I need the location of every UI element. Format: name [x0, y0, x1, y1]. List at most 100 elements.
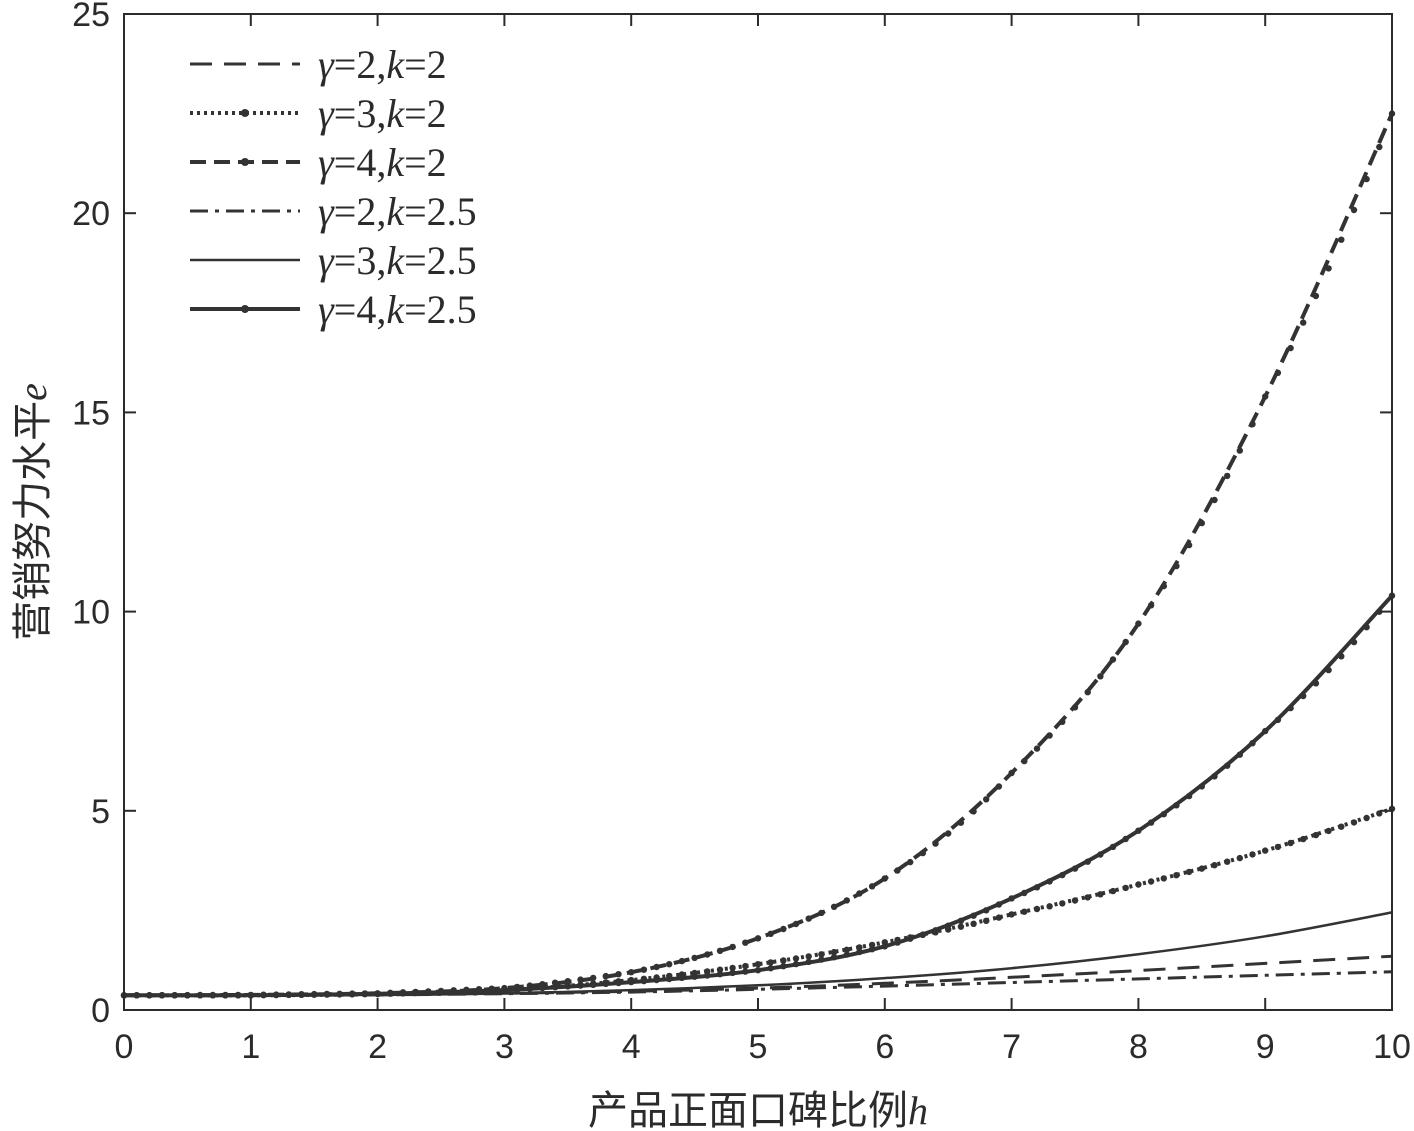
y-tick-label: 15: [72, 394, 110, 432]
data-point: [868, 883, 876, 890]
data-point: [1350, 638, 1358, 646]
legend-label: γ=2,k=2.5: [318, 189, 477, 234]
data-point: [843, 897, 850, 904]
data-point: [704, 972, 711, 979]
data-point: [767, 965, 774, 972]
data-point: [1350, 206, 1358, 214]
data-point: [513, 986, 521, 993]
data-point: [1224, 858, 1231, 865]
data-point: [666, 961, 673, 968]
series-6: [120, 592, 1396, 999]
data-point: [564, 983, 571, 990]
data-point: [742, 939, 749, 946]
data-point: [767, 959, 774, 966]
data-point: [919, 849, 926, 857]
legend-label: γ=3,k=2.5: [318, 238, 477, 283]
data-point: [830, 948, 838, 956]
data-point: [716, 947, 724, 954]
data-point: [146, 992, 153, 999]
data-point: [1185, 792, 1193, 800]
data-point: [1262, 847, 1269, 854]
data-point: [754, 935, 762, 942]
data-point: [1224, 472, 1231, 480]
data-point: [1033, 745, 1041, 752]
data-point: [1300, 319, 1307, 326]
data-point: [628, 978, 635, 986]
data-point: [742, 962, 749, 970]
data-point: [1147, 602, 1155, 609]
data-point: [995, 901, 1003, 908]
data-point: [881, 943, 888, 950]
data-point: [602, 980, 609, 988]
data-point: [894, 867, 901, 874]
legend-marker: [241, 109, 249, 117]
data-point: [780, 957, 787, 964]
x-tick-label: 4: [622, 1028, 641, 1066]
data-point: [1173, 872, 1180, 879]
data-point: [1287, 344, 1294, 352]
data-point: [1147, 819, 1155, 826]
data-point: [1084, 858, 1091, 865]
data-point: [704, 951, 711, 958]
x-tick-label: 7: [1002, 1028, 1021, 1066]
data-point: [1376, 608, 1383, 615]
data-point: [1325, 666, 1332, 674]
legend-label: γ=3,k=2: [318, 91, 447, 136]
data-point: [234, 992, 242, 999]
data-point: [1274, 716, 1282, 724]
legend: γ=2,k=2γ=3,k=2γ=4,k=2γ=2,k=2.5γ=3,k=2.5γ…: [190, 42, 477, 332]
data-point: [818, 951, 825, 958]
data-point: [1008, 911, 1015, 918]
data-point: [564, 978, 571, 985]
data-point: [957, 923, 965, 930]
data-point: [868, 946, 876, 953]
data-point: [1109, 656, 1117, 663]
x-axis-title: 产品正面口碑比例h: [588, 1088, 928, 1131]
data-point: [133, 992, 140, 999]
data-point: [666, 975, 673, 983]
data-point: [1185, 541, 1193, 549]
data-point: [932, 927, 939, 934]
data-point: [1338, 236, 1345, 243]
data-point: [780, 963, 787, 970]
data-point: [691, 973, 698, 980]
data-point: [995, 783, 1003, 790]
data-point: [1046, 878, 1053, 885]
data-point: [856, 890, 863, 897]
data-point: [1084, 689, 1091, 696]
data-point: [716, 966, 724, 973]
data-point: [1135, 827, 1142, 834]
legend-marker: [241, 305, 249, 313]
data-point: [222, 992, 229, 999]
data-point: [1338, 823, 1345, 830]
legend-label: γ=2,k=2: [318, 42, 447, 87]
data-point: [640, 966, 648, 973]
data-point: [1173, 562, 1180, 570]
data-point: [1262, 727, 1269, 735]
y-axis-variable: e: [10, 383, 55, 401]
data-point: [1338, 653, 1345, 660]
data-point: [754, 961, 762, 968]
series-line: [123, 112, 1394, 998]
data-point: [590, 974, 597, 982]
data-point: [1097, 673, 1104, 680]
data-point: [970, 912, 977, 919]
data-point: [209, 992, 216, 999]
legend-item: γ=3,k=2: [190, 91, 447, 136]
data-point: [539, 984, 546, 992]
data-point: [881, 875, 888, 882]
data-point: [970, 808, 977, 815]
data-point: [1084, 894, 1091, 901]
data-point: [602, 972, 609, 980]
data-point: [818, 956, 825, 963]
data-point: [1097, 851, 1104, 858]
x-axis-variable: h: [908, 1088, 928, 1131]
data-point: [158, 992, 166, 999]
data-point: [1312, 680, 1320, 687]
data-point: [1325, 265, 1332, 272]
data-point: [1376, 143, 1383, 151]
x-tick-label: 10: [1373, 1028, 1411, 1066]
data-point: [1135, 620, 1142, 627]
data-point: [437, 988, 445, 996]
data-point: [742, 968, 749, 975]
